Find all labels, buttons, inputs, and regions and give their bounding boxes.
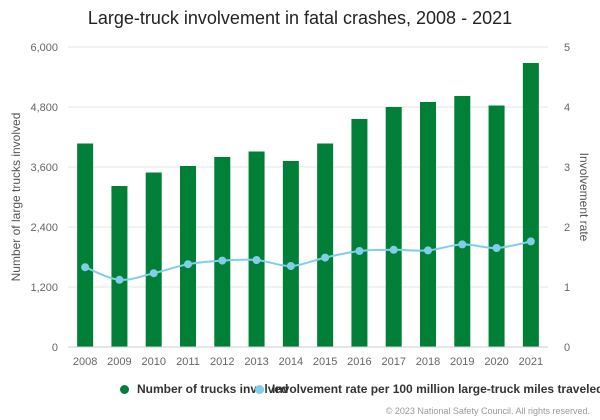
y-tick-label: 4,800: [30, 102, 58, 114]
rate-point[interactable]: [81, 263, 90, 272]
bar[interactable]: [248, 151, 265, 348]
x-tick-label: 2009: [107, 356, 131, 368]
bar[interactable]: [454, 96, 471, 347]
rate-point[interactable]: [526, 237, 535, 246]
bar[interactable]: [522, 63, 539, 347]
x-tick-label: 2017: [381, 356, 405, 368]
rate-point[interactable]: [149, 269, 158, 278]
x-tick-label: 2016: [347, 356, 371, 368]
x-tick-label: 2018: [416, 356, 440, 368]
bar[interactable]: [420, 102, 436, 347]
y2-axis-title: Involvement rate: [577, 153, 591, 242]
x-tick-label: 2013: [244, 356, 268, 368]
rate-point[interactable]: [286, 262, 295, 270]
x-tick-label: 2020: [484, 356, 508, 368]
chart-legend: Number of trucks involved Involvement ra…: [0, 382, 600, 400]
rate-point[interactable]: [424, 246, 432, 255]
y-tick-label: 2,400: [30, 222, 58, 234]
credits[interactable]: © 2023 National Safety Council. All righ…: [385, 406, 590, 416]
y-axis-title: Number of large trucks involved: [9, 113, 23, 282]
rate-point[interactable]: [184, 260, 192, 269]
x-tick-label: 2019: [450, 356, 474, 368]
y-tick-label: 1,200: [30, 282, 58, 294]
y2-tick-label: 5: [564, 42, 570, 54]
rate-point[interactable]: [492, 244, 501, 252]
legend-item-trucks[interactable]: Number of trucks involved: [120, 382, 288, 396]
chart-title: Large-truck involvement in fatal crashes…: [87, 8, 513, 28]
rate-point[interactable]: [389, 245, 398, 254]
y-tick-label: 6,000: [30, 42, 58, 54]
y2-tick-label: 0: [564, 342, 570, 354]
rate-point[interactable]: [458, 240, 467, 249]
legend-item-rate[interactable]: Involvement rate per 100 million large-t…: [255, 382, 600, 396]
y2-tick-label: 4: [564, 102, 570, 114]
bar[interactable]: [385, 107, 402, 347]
x-tick-label: 2021: [519, 356, 543, 368]
y2-tick-label: 2: [564, 222, 570, 234]
bar[interactable]: [351, 119, 368, 347]
x-tick-label: 2008: [73, 356, 97, 368]
legend-label-trucks: Number of trucks involved: [137, 382, 289, 396]
rate-point[interactable]: [218, 256, 227, 265]
y-tick-label: 0: [52, 342, 58, 354]
legend-marker-rate: [255, 385, 264, 394]
x-tick-label: 2012: [210, 356, 234, 368]
y2-tick-label: 1: [564, 282, 570, 294]
bar[interactable]: [111, 186, 128, 347]
bar[interactable]: [145, 172, 162, 348]
bar[interactable]: [488, 105, 505, 348]
bar[interactable]: [317, 143, 334, 348]
y2-tick-label: 3: [564, 162, 570, 174]
bar[interactable]: [180, 166, 196, 347]
bar[interactable]: [282, 161, 299, 347]
rate-point[interactable]: [321, 253, 330, 262]
legend-label-rate: Involvement rate per 100 million large-t…: [272, 382, 600, 396]
legend-marker-trucks: [120, 385, 129, 394]
bar[interactable]: [77, 143, 94, 348]
rate-point[interactable]: [115, 275, 124, 284]
x-tick-label: 2014: [279, 356, 303, 368]
x-tick-label: 2010: [141, 356, 165, 368]
bar[interactable]: [214, 157, 231, 347]
x-tick-label: 2015: [313, 356, 337, 368]
x-tick-label: 2011: [176, 356, 200, 368]
y-tick-label: 3,600: [30, 162, 58, 174]
rate-point[interactable]: [355, 247, 364, 255]
rate-point[interactable]: [252, 256, 261, 264]
